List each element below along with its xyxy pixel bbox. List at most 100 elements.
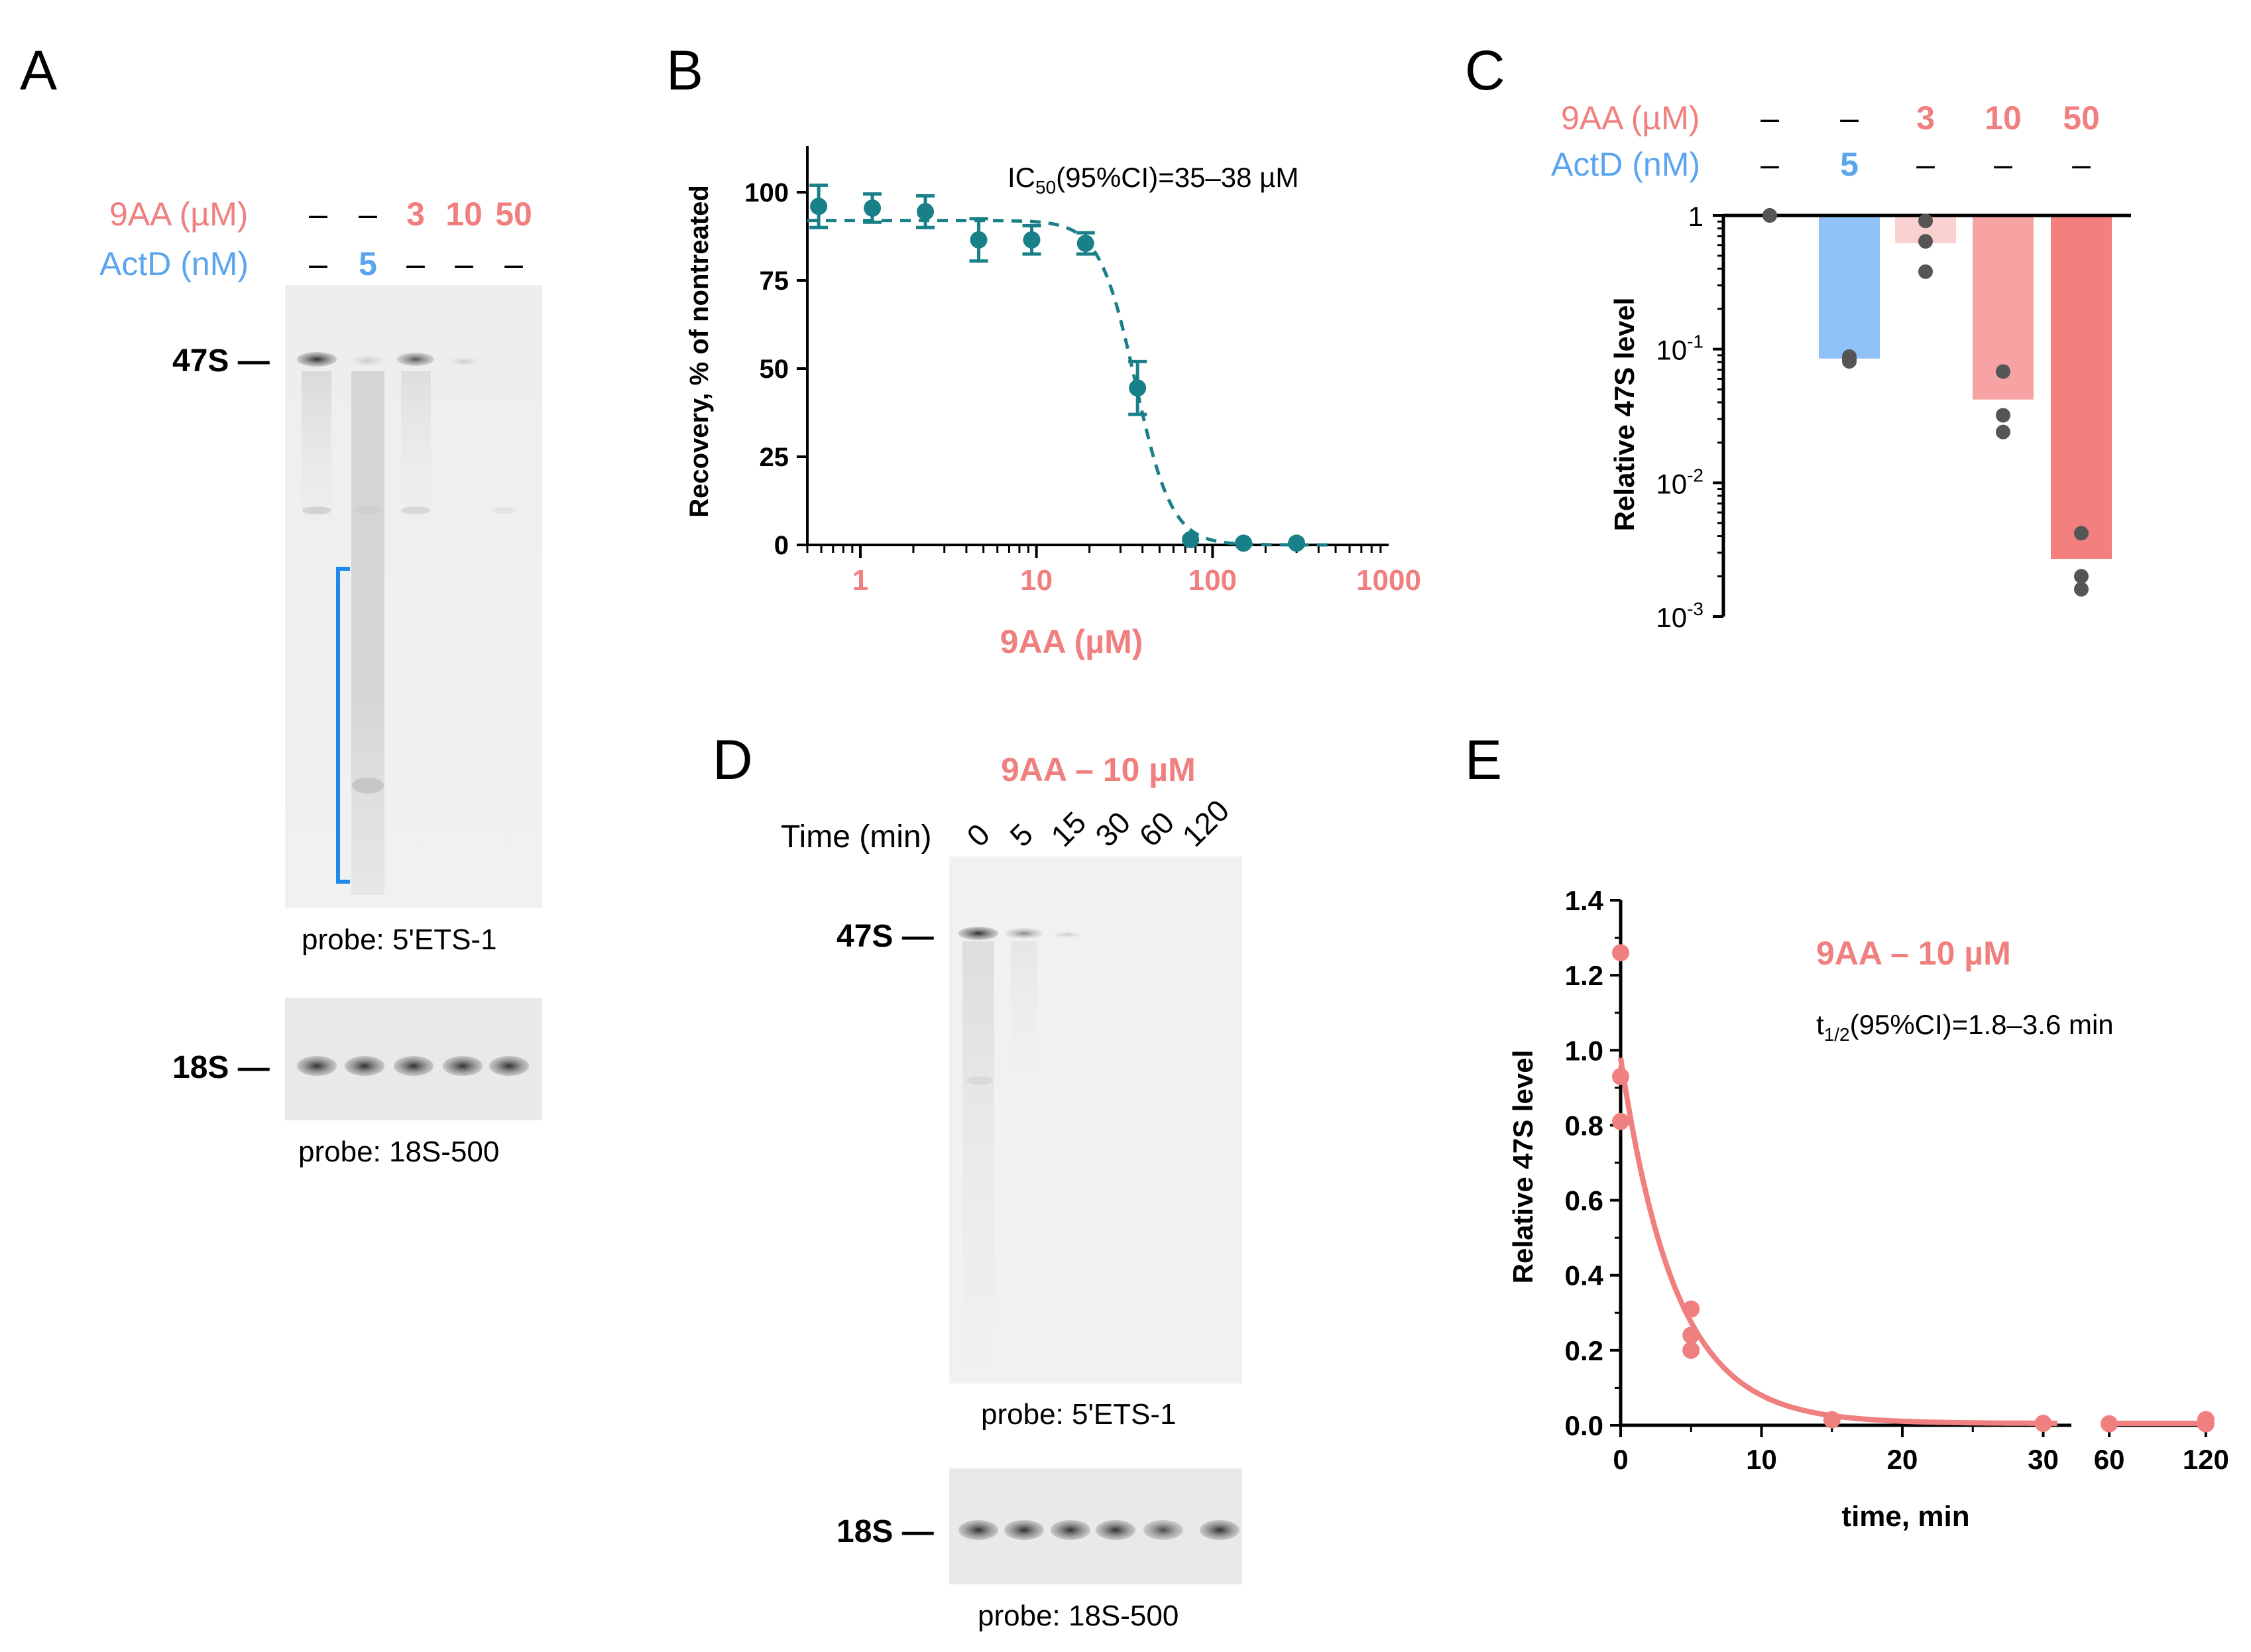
c-data-point (1918, 234, 1933, 249)
panel-d-time-60: 60 (1132, 805, 1181, 853)
panel-a-9aa-lane-4: 10 (445, 196, 483, 233)
c-data-point (2074, 581, 2089, 597)
panel-e: E 9AA – 10 µM t1/2(95%CI)=1.8–3.6 min 0.… (1465, 729, 2229, 1533)
c-data-point (1996, 424, 2010, 440)
panel-d-47s-marker: 47S — (837, 919, 934, 954)
panel-a-probe-1: probe: 5'ETS-1 (302, 923, 497, 956)
e-y-tick-label: 0.2 (1565, 1335, 1603, 1366)
e-data-point (2101, 1415, 2118, 1433)
e-data-point (1682, 1327, 1700, 1344)
e-x-tick-label: 30 (2028, 1444, 2059, 1475)
panel-d-gel-image (949, 856, 1242, 1384)
b-data-point (1288, 534, 1306, 552)
b-data-point (1023, 231, 1041, 249)
panel-a-9aa-lane-3: 3 (406, 196, 425, 233)
e-y-tick-label: 0.6 (1565, 1185, 1603, 1216)
e-x-axis-label: time, min (1841, 1500, 1969, 1533)
c-data-point (1996, 364, 2010, 379)
c-actd-lane-label: – (2072, 146, 2091, 183)
c-data-point (1918, 213, 1933, 229)
e-x-tick-label: 0 (1613, 1444, 1628, 1475)
panel-a-actd-label: ActD (nM) (99, 245, 249, 282)
panel-a-9aa-lane-2: – (359, 196, 377, 233)
panel-b-letter: B (666, 39, 703, 101)
e-data-point (1682, 1300, 1700, 1318)
panel-d-time-120: 120 (1175, 793, 1236, 853)
panel-d: D 9AA – 10 µM Time (min) 0 5 15 30 60 12… (713, 729, 1242, 1632)
panel-c-9aa-label: 9AA (µM) (1561, 99, 1700, 137)
e-data-point (2034, 1415, 2052, 1433)
panel-d-18s-gel-image (949, 1468, 1242, 1584)
e-data-point (2197, 1415, 2215, 1433)
e-y-tick-label: 1.4 (1565, 885, 1604, 916)
b-data-point (810, 198, 828, 215)
panel-e-halflife-annotation: t1/2(95%CI)=1.8–3.6 min (1816, 1009, 2114, 1045)
e-y-axis-label: Relative 47S level (1507, 1050, 1538, 1284)
panel-a-9aa-label: 9AA (µM) (109, 196, 248, 233)
b-x-tick-label: 1000 (1356, 564, 1421, 597)
c-data-point (1762, 208, 1777, 223)
b-y-tick-label: 75 (760, 266, 789, 296)
c-actd-lane-label: – (1994, 146, 2012, 183)
e-fit-curve-segment-1 (1618, 1057, 2057, 1426)
e-data-point (1612, 944, 1629, 962)
e-y-tick-label: 1.0 (1565, 1035, 1603, 1066)
b-x-tick-label: 10 (1020, 564, 1053, 597)
e-x-tick-label: 20 (1887, 1444, 1918, 1475)
c-9aa-lane-label: 3 (1916, 99, 1935, 137)
c-data-point (1918, 264, 1933, 279)
e-y-tick-label: 1.2 (1565, 960, 1603, 991)
b-y-axis-label: Recovery, % of nontreated (685, 185, 714, 518)
e-y-tick-label: 0.4 (1565, 1260, 1604, 1291)
panel-e-chart: 0.0 0.2 0.4 0.6 0.8 1.0 1.2 1.4 0 10 20 30 60 120 time… (1507, 885, 2229, 1533)
panel-a-letter: A (20, 39, 57, 101)
b-data-point (1129, 379, 1147, 397)
e-data-point (1682, 1341, 1700, 1359)
panel-a-actd-lane-4: – (455, 245, 473, 282)
panel-a-18s-gel-image (285, 998, 542, 1120)
panel-a-smear-bracket (336, 567, 350, 884)
c-y-tick-label: 1 (1688, 201, 1703, 232)
panel-a-47s-marker: 47S — (172, 343, 270, 379)
c-9aa-lane-label: – (1760, 99, 1779, 137)
e-y-tick-label: 0.0 (1565, 1410, 1603, 1441)
e-x-tick-label: 120 (2183, 1444, 2229, 1475)
c-y-tick-label: 10-2 (1656, 465, 1703, 499)
panel-a-actd-lane-2: 5 (359, 245, 377, 282)
e-y-tick-label: 0.8 (1565, 1110, 1603, 1141)
c-9aa-lane-label: 10 (1985, 99, 2022, 137)
b-data-point (1076, 235, 1094, 253)
e-x-tick-label: 60 (2094, 1444, 2125, 1475)
c-bar (2051, 215, 2112, 560)
panel-a-actd-lane-5: – (504, 245, 523, 282)
panel-e-title: 9AA – 10 µM (1816, 935, 2011, 972)
b-data-point (864, 199, 882, 217)
c-9aa-lane-label: 50 (2063, 99, 2100, 137)
b-y-tick-label: 50 (760, 355, 789, 384)
c-actd-lane-label: – (1760, 146, 1779, 183)
b-data-point (970, 231, 988, 249)
panel-d-letter: D (713, 729, 753, 791)
panel-d-time-15: 15 (1044, 805, 1092, 853)
panel-a-actd-lane-3: – (406, 245, 425, 282)
c-data-point (1996, 408, 2010, 423)
c-9aa-lane-label: – (1840, 99, 1859, 137)
b-x-tick-label: 1 (852, 564, 868, 597)
c-actd-lane-label: 5 (1840, 146, 1859, 183)
panel-d-time-5: 5 (1003, 817, 1039, 853)
b-x-axis-label: 9AA (µM) (1000, 623, 1143, 660)
panel-d-probe-1: probe: 5'ETS-1 (981, 1398, 1177, 1431)
panel-a-18s-marker: 18S — (172, 1050, 270, 1085)
panel-d-time-label: Time (min) (781, 819, 932, 855)
panel-b-chart: 0 25 50 75 100 1 10 100 1000 9AA (µM) Recovery, % … (685, 146, 1421, 660)
panel-c-chart: 1 10-1 10-2 10-3 Relative 47S level – – 3 10 50 – 5… (1609, 99, 2131, 633)
b-x-tick-label: 100 (1188, 564, 1237, 597)
panel-a-9aa-lane-5: 50 (495, 196, 532, 233)
e-data-point (1823, 1411, 1841, 1429)
panel-d-probe-2: probe: 18S-500 (978, 1600, 1179, 1632)
b-y-tick-label: 25 (760, 443, 789, 472)
panel-c: C 9AA (µM) ActD (nM) 1 10-1 10-2 10-3 Relati… (1465, 39, 2131, 633)
panel-b-ic50-annotation: IC50(95%CI)=35–38 µM (1008, 162, 1299, 198)
e-data-point (1612, 1067, 1629, 1085)
